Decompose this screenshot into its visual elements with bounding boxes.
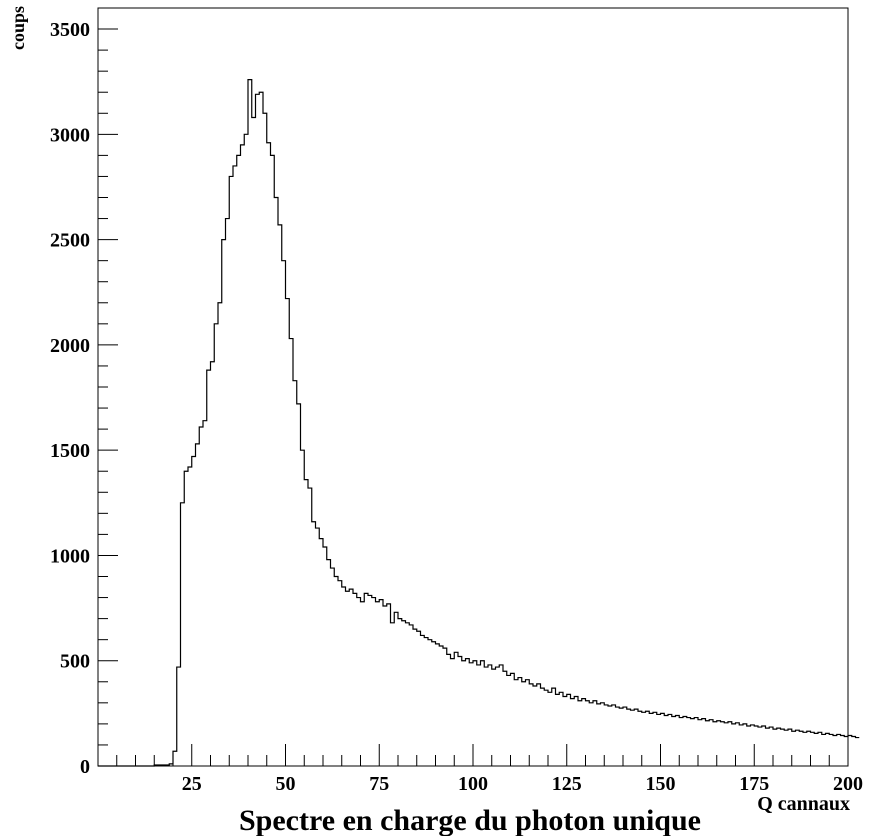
y-tick-label: 3500 [50, 19, 90, 41]
plot-frame [97, 7, 849, 767]
y-tick-label: 500 [60, 651, 90, 673]
y-axis-label: coups [8, 6, 28, 50]
x-tick-label: 100 [458, 773, 488, 795]
y-tick-label: 2000 [50, 335, 90, 357]
x-tick-label: 175 [739, 773, 769, 795]
chart-title: Spectre en charge du photon unique [239, 804, 701, 836]
x-tick-label: 25 [182, 773, 202, 795]
x-tick-label: 200 [833, 773, 863, 795]
y-tick-label: 3000 [50, 124, 90, 146]
x-tick-label: 50 [276, 773, 296, 795]
x-tick-label: 150 [646, 773, 676, 795]
y-tick-label: 1000 [50, 545, 90, 567]
x-axis-label: Q cannaux [757, 793, 850, 815]
y-tick-label: 1500 [50, 440, 90, 462]
y-tick-label: 2500 [50, 230, 90, 252]
x-tick-label: 75 [369, 773, 389, 795]
y-tick-label: 0 [80, 756, 90, 778]
x-tick-label: 125 [552, 773, 582, 795]
histogram-line [98, 78, 860, 767]
